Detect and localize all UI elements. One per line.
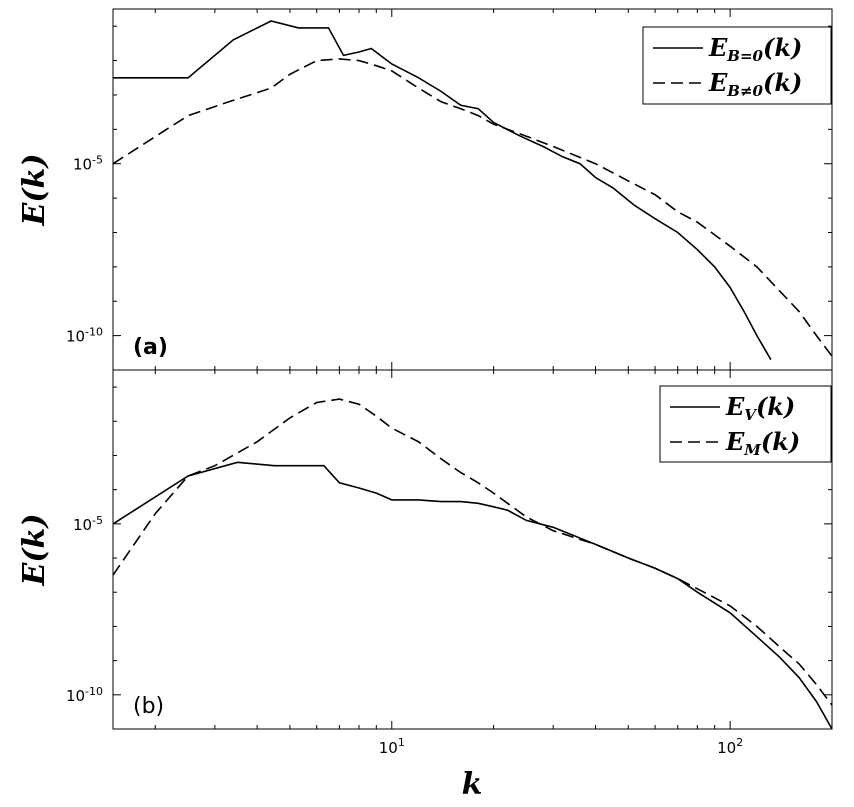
x-tick-label: 101: [379, 736, 405, 757]
legend-box: [659, 385, 832, 463]
panel-label: (a): [133, 335, 168, 360]
y-axis-title: E(k): [17, 153, 52, 226]
axes-box: [112, 369, 833, 730]
legend-box: [642, 26, 832, 105]
panel-label: (b): [133, 694, 164, 719]
legend-entry: EB≠0(k): [708, 68, 802, 100]
y-axis-title: E(k): [17, 513, 52, 586]
legend-entry: EV(k): [725, 392, 795, 424]
x-axis-title: k: [462, 767, 483, 802]
y-tick-label: 10-5: [73, 514, 103, 534]
legend-entry: EM(k): [725, 427, 800, 459]
y-tick-label: 10-10: [66, 326, 103, 346]
y-tick-label: 10-10: [66, 685, 103, 705]
legend-entry: EB=0(k): [708, 33, 802, 65]
series-line-dashed: [113, 58, 832, 357]
y-tick-label: 10-5: [73, 154, 103, 174]
panel-b: 10-5 10-10 101 102 E(k) (b) EV(k)EM(k): [17, 369, 833, 757]
series-line-solid: [113, 461, 832, 729]
panel-a: 10-5 10-10 E(k) (a) EB=0(k)EB≠0(k): [17, 8, 833, 371]
x-tick-label: 102: [717, 736, 743, 757]
series-line-dashed: [113, 398, 832, 706]
